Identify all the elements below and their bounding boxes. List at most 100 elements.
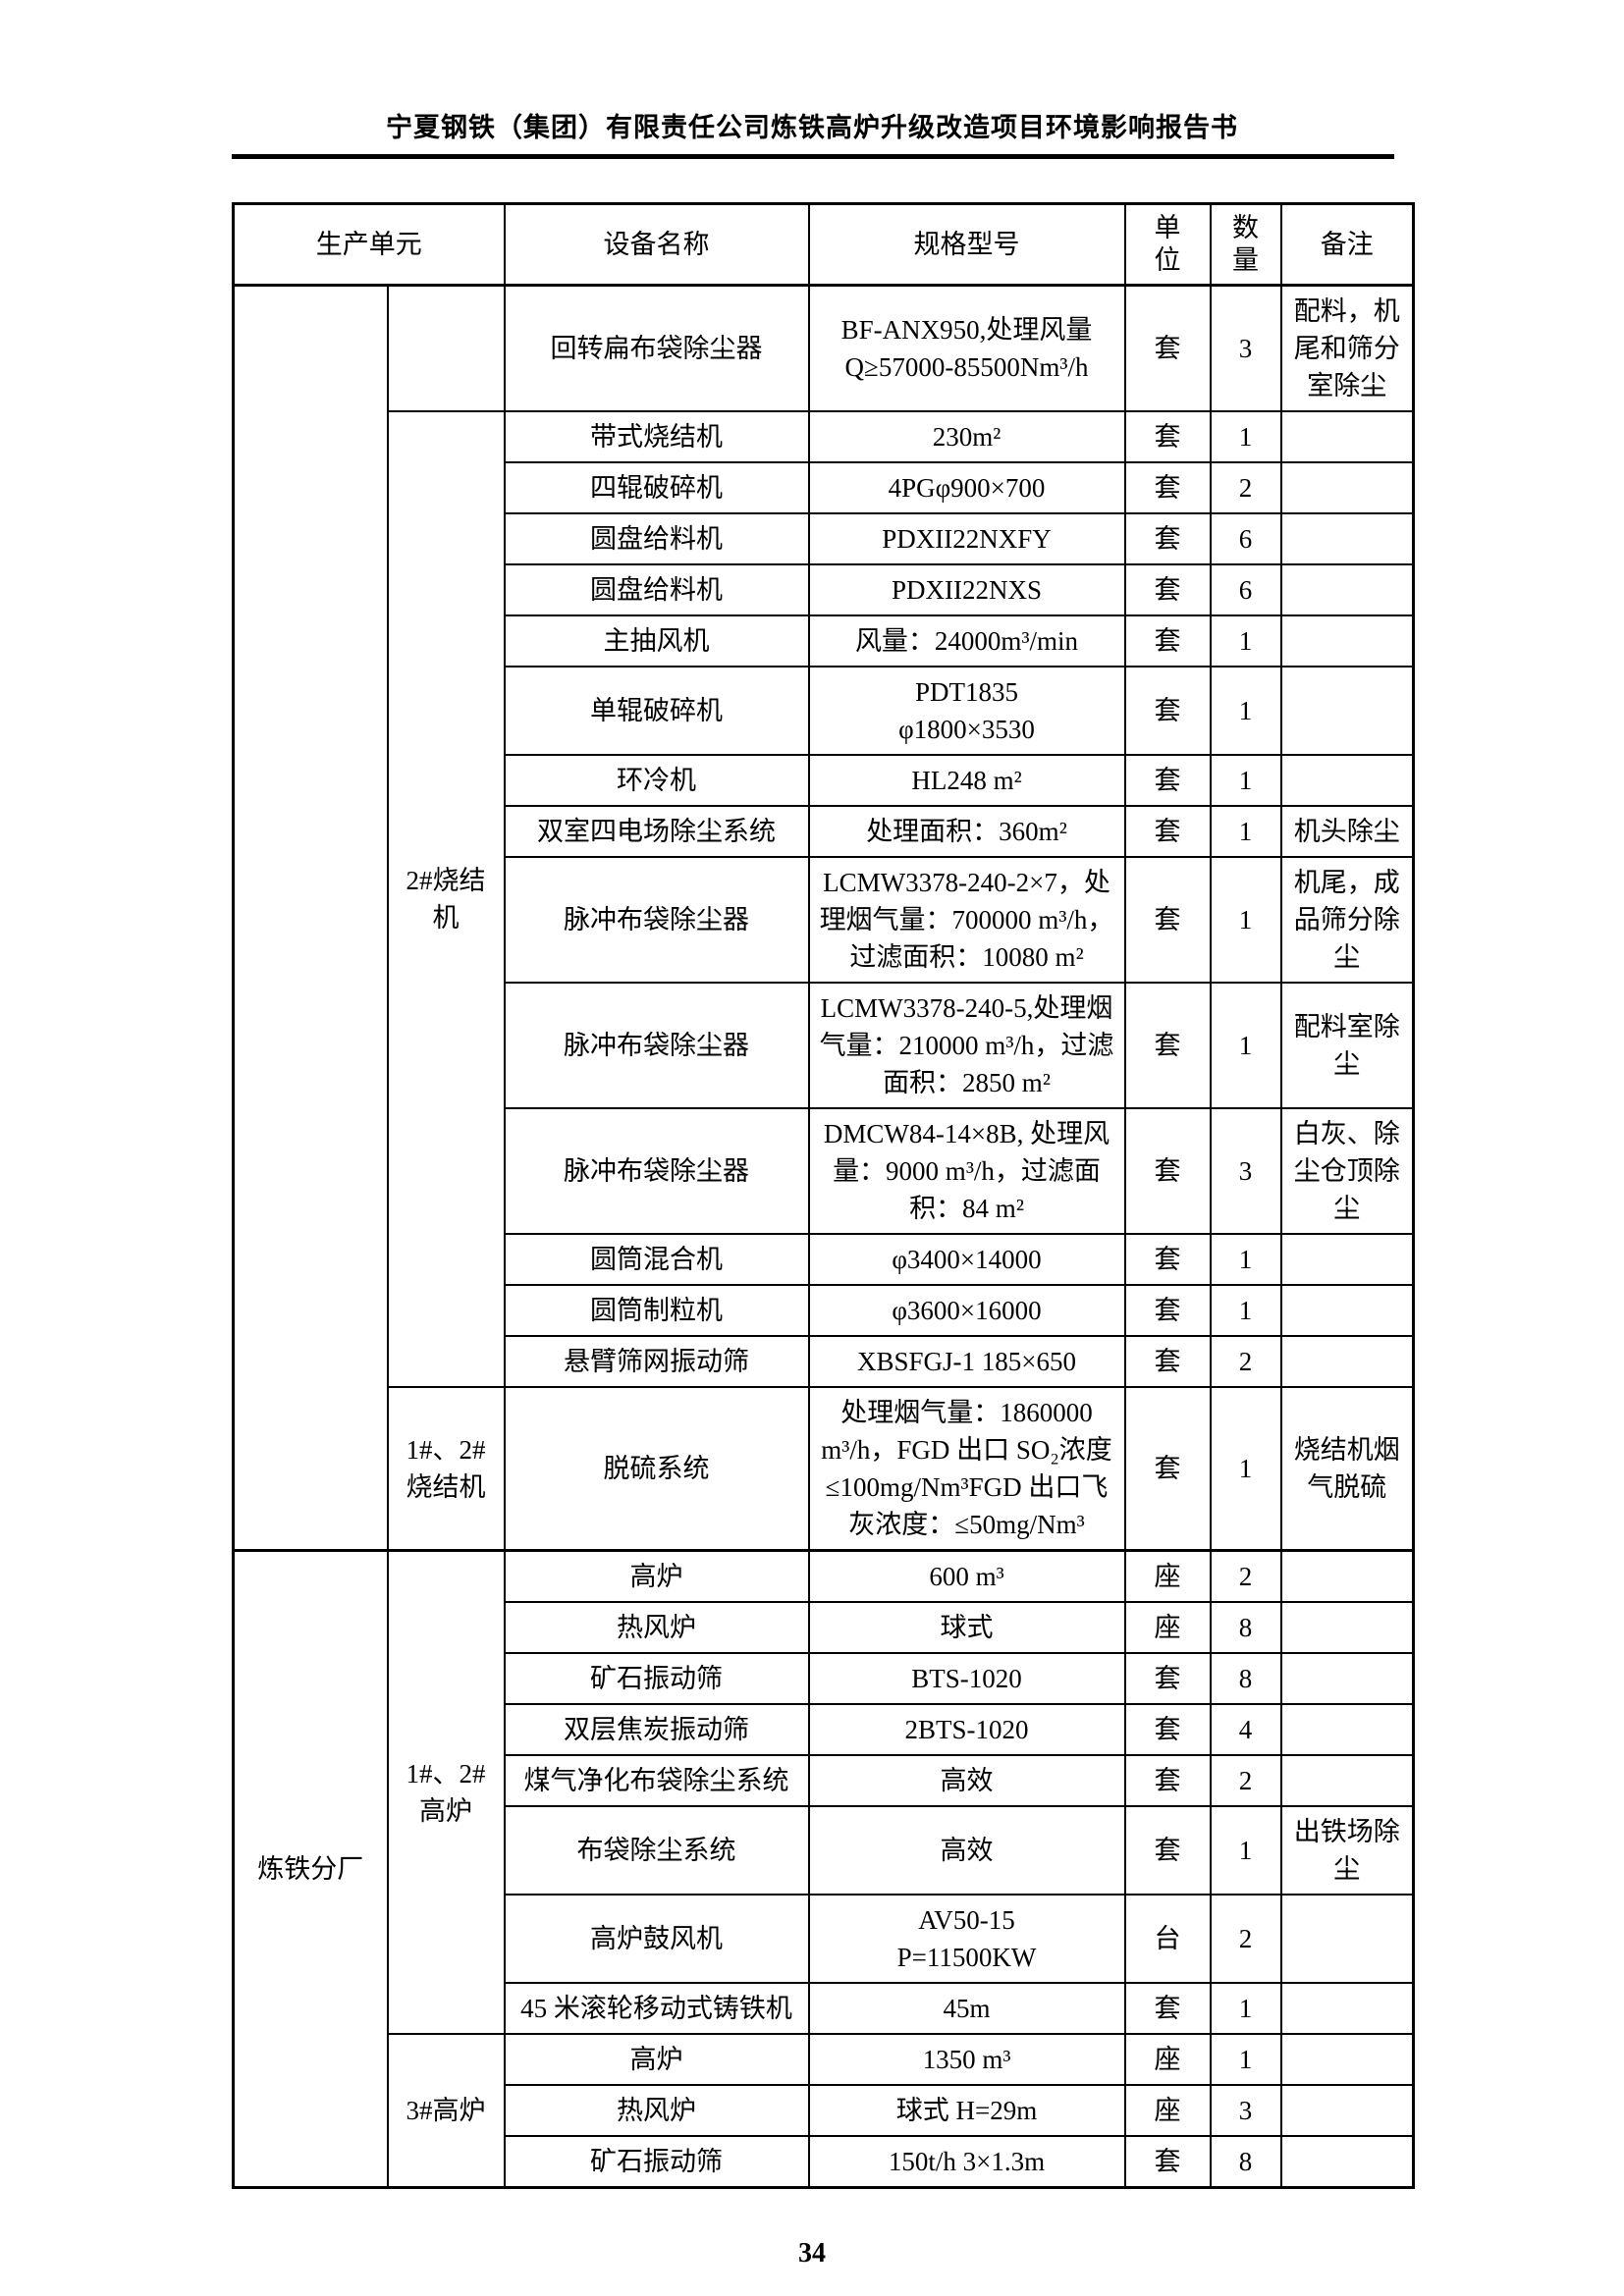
table-row: 1#、2#烧结机 脱硫系统 处理烟气量：1860000 m³/h，FGD 出口 … <box>234 1386 1415 1552</box>
unit-cell: 套 <box>1123 614 1212 667</box>
spec-cell: 45m <box>807 1982 1126 2035</box>
table-row: 矿石振动筛 150t/h 3×1.3m 套 8 <box>234 2135 1415 2189</box>
table-row: 45 米滚轮移动式铸铁机 45m 套 1 <box>234 1982 1415 2035</box>
equipment-name-cell: 矿石振动筛 <box>503 1652 810 1705</box>
table-row: 圆盘给料机 PDXII22NXS 套 6 <box>234 563 1415 616</box>
equipment-name-cell: 高炉鼓风机 <box>503 1894 810 1984</box>
spec-cell: HL248 m² <box>807 754 1126 807</box>
unit-cell: 套 <box>1123 2135 1212 2189</box>
column-header-production-unit: 生产单元 <box>232 202 506 287</box>
unit-cell: 套 <box>1123 666 1212 756</box>
remark-cell <box>1279 1703 1415 1756</box>
unit-cell: 套 <box>1123 1652 1212 1705</box>
spec-cell: AV50-15 P=11500KW <box>807 1894 1126 1984</box>
equipment-name-cell: 圆盘给料机 <box>503 512 810 565</box>
remark-cell <box>1279 754 1415 807</box>
spec-cell: φ3400×14000 <box>807 1233 1126 1286</box>
equipment-name-cell: 主抽风机 <box>503 614 810 667</box>
column-header-remark: 备注 <box>1279 202 1415 287</box>
spec-cell: BTS-1020 <box>807 1652 1126 1705</box>
equipment-name-cell: 脉冲布袋除尘器 <box>503 1107 810 1235</box>
spec-cell: 2BTS-1020 <box>807 1703 1126 1756</box>
spec-cell: 1350 m³ <box>807 2033 1126 2086</box>
remark-cell <box>1279 2084 1415 2137</box>
table-row: 四辊破碎机 4PGφ900×700 套 2 <box>234 461 1415 514</box>
unit-cell: 套 <box>1123 1335 1212 1388</box>
production-unit-cell <box>232 284 389 1552</box>
remark-cell <box>1279 1894 1415 1984</box>
equipment-name-cell: 高炉 <box>503 1549 810 1603</box>
equipment-name-cell: 单辊破碎机 <box>503 666 810 756</box>
quantity-cell: 8 <box>1209 1652 1282 1705</box>
remark-cell: 配料，机尾和筛分室除尘 <box>1279 284 1415 412</box>
quantity-cell: 1 <box>1209 666 1282 756</box>
spec-cell: 风量：24000m³/min <box>807 614 1126 667</box>
quantity-cell: 6 <box>1209 512 1282 565</box>
table-row: 主抽风机 风量：24000m³/min 套 1 <box>234 614 1415 667</box>
quantity-cell: 1 <box>1209 1805 1282 1896</box>
unit-cell: 座 <box>1123 2084 1212 2137</box>
unit-cell: 座 <box>1123 1549 1212 1603</box>
unit-cell: 套 <box>1123 1703 1212 1756</box>
spec-cell: XBSFGJ-1 185×650 <box>807 1335 1126 1388</box>
equipment-name-cell: 圆盘给料机 <box>503 563 810 616</box>
quantity-cell: 8 <box>1209 1601 1282 1654</box>
unit-cell: 座 <box>1123 2033 1212 2086</box>
quantity-cell: 2 <box>1209 1754 1282 1807</box>
spec-cell: 230m² <box>807 410 1126 463</box>
column-header-equipment-name: 设备名称 <box>503 202 810 287</box>
quantity-cell: 2 <box>1209 1549 1282 1603</box>
equipment-name-cell: 悬臂筛网振动筛 <box>503 1335 810 1388</box>
spec-cell: 高效 <box>807 1805 1126 1896</box>
table-row: 高炉鼓风机 AV50-15 P=11500KW 台 2 <box>234 1894 1415 1984</box>
quantity-cell: 1 <box>1209 982 1282 1109</box>
table-header-row: 生产单元 设备名称 规格型号 单位 数量 备注 <box>232 202 1415 287</box>
equipment-name-cell: 热风炉 <box>503 2084 810 2137</box>
unit-group-cell: 3#高炉 <box>386 2033 506 2189</box>
unit-group-cell: 1#、2#烧结机 <box>386 1386 506 1552</box>
equipment-name-cell: 热风炉 <box>503 1601 810 1654</box>
unit-cell: 套 <box>1123 512 1212 565</box>
equipment-name-cell: 脉冲布袋除尘器 <box>503 856 810 984</box>
table-row: 圆筒制粒机 φ3600×16000 套 1 <box>234 1284 1415 1337</box>
remark-cell: 机头除尘 <box>1279 805 1415 858</box>
table-row: 脉冲布袋除尘器 DMCW84-14×8B, 处理风量：9000 m³/h，过滤面… <box>234 1107 1415 1235</box>
spec-cell: 高效 <box>807 1754 1126 1807</box>
remark-cell <box>1279 2135 1415 2189</box>
spec-cell: 150t/h 3×1.3m <box>807 2135 1126 2189</box>
unit-cell: 套 <box>1123 1284 1212 1337</box>
unit-cell: 套 <box>1123 856 1212 984</box>
remark-cell <box>1279 461 1415 514</box>
unit-cell: 套 <box>1123 410 1212 463</box>
spec-cell: φ3600×16000 <box>807 1284 1126 1337</box>
remark-cell <box>1279 563 1415 616</box>
spec-cell: 球式 <box>807 1601 1126 1654</box>
table-row: 煤气净化布袋除尘系统 高效 套 2 <box>234 1754 1415 1807</box>
remark-cell <box>1279 666 1415 756</box>
remark-cell: 白灰、除尘仓顶除尘 <box>1279 1107 1415 1235</box>
remark-cell <box>1279 2033 1415 2086</box>
table-row: 双室四电场除尘系统 处理面积：360m² 套 1 机头除尘 <box>234 805 1415 858</box>
remark-cell <box>1279 1335 1415 1388</box>
unit-group-cell: 2#烧结机 <box>386 410 506 1388</box>
spec-cell: 处理面积：360m² <box>807 805 1126 858</box>
quantity-cell: 6 <box>1209 563 1282 616</box>
quantity-cell: 2 <box>1209 1894 1282 1984</box>
remark-cell <box>1279 1284 1415 1337</box>
unit-cell: 套 <box>1123 563 1212 616</box>
quantity-cell: 4 <box>1209 1703 1282 1756</box>
remark-cell: 机尾，成品筛分除尘 <box>1279 856 1415 984</box>
table-row: 热风炉 球式 座 8 <box>234 1601 1415 1654</box>
unit-cell: 套 <box>1123 1386 1212 1552</box>
quantity-cell: 1 <box>1209 1982 1282 2035</box>
spec-cell: LCMW3378-240-2×7，处理烟气量：700000 m³/h，过滤面积：… <box>807 856 1126 984</box>
equipment-name-cell: 双室四电场除尘系统 <box>503 805 810 858</box>
quantity-cell: 8 <box>1209 2135 1282 2189</box>
table-row: 脉冲布袋除尘器 LCMW3378-240-2×7，处理烟气量：700000 m³… <box>234 856 1415 984</box>
table-row: 回转扁布袋除尘器 BF-ANX950,处理风量Q≥57000-85500Nm³/… <box>232 284 1415 1552</box>
column-header-unit: 单位 <box>1123 202 1212 287</box>
spec-cell: 4PGφ900×700 <box>807 461 1126 514</box>
equipment-name-cell: 脱硫系统 <box>503 1386 810 1552</box>
equipment-name-cell: 四辊破碎机 <box>503 461 810 514</box>
table-row: 悬臂筛网振动筛 XBSFGJ-1 185×650 套 2 <box>234 1335 1415 1388</box>
